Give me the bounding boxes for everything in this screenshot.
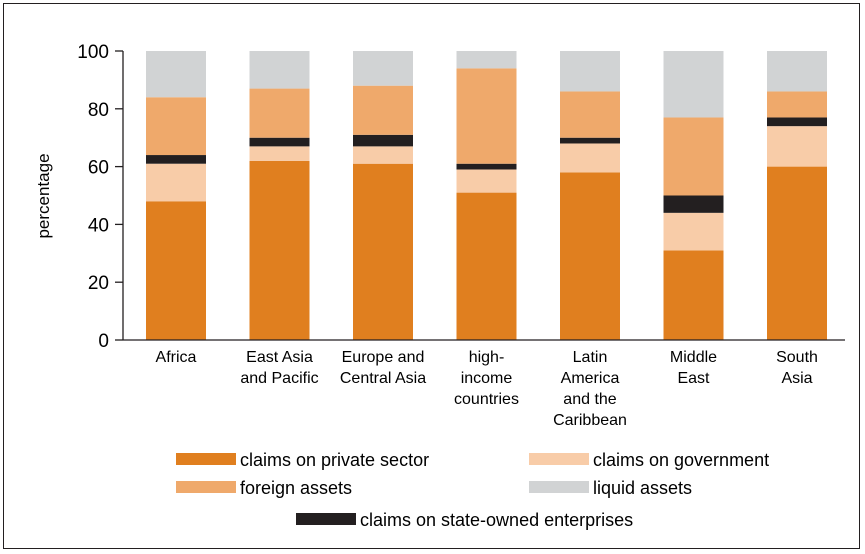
- axes: Africa East Asia and Pacific Europe and Cent…: [34, 42, 845, 429]
- bar-segment: [249, 137, 310, 147]
- chart-frame: [3, 3, 860, 549]
- bar-segment: [663, 195, 724, 213]
- x-tick-label: America: [561, 370, 620, 387]
- legend-swatch: [529, 481, 589, 493]
- bar-segment: [353, 163, 413, 340]
- x-tick-label: Europe and: [342, 349, 425, 366]
- y-tick-label: 0: [98, 331, 109, 352]
- x-tick-label: Caribbean: [553, 412, 627, 429]
- x-tick-label: and Pacific: [240, 370, 318, 387]
- bar-segment: [456, 68, 517, 164]
- x-tick-label: high-: [469, 349, 505, 366]
- x-tick-label: countries: [454, 391, 519, 408]
- bar-segment: [353, 146, 413, 164]
- legend: claims on private sector claims on govern…: [176, 450, 769, 530]
- bar-segment: [560, 172, 620, 340]
- bar-segment: [767, 117, 827, 127]
- bar-segment: [560, 137, 620, 144]
- legend-label: claims on private sector: [240, 450, 429, 470]
- legend-swatch: [176, 481, 236, 493]
- legend-label: claims on state-owned enterprises: [360, 510, 633, 530]
- legend-label: claims on government: [593, 450, 769, 470]
- bar-segment: [560, 143, 620, 173]
- bar-segment: [663, 51, 724, 118]
- bar-segment: [249, 146, 310, 161]
- bar-segment: [146, 155, 206, 164]
- bar-segment: [456, 192, 517, 340]
- bar-segment: [456, 163, 517, 170]
- bar-segment: [249, 51, 310, 89]
- bar-segment: [456, 51, 517, 69]
- legend-label: liquid assets: [593, 478, 692, 498]
- legend-swatch: [529, 453, 589, 465]
- bar-segment: [146, 51, 206, 98]
- bar-segment: [146, 163, 206, 202]
- x-tick-label: South: [776, 349, 818, 366]
- x-tick-label: Latin: [573, 349, 608, 366]
- bar-segment: [767, 91, 827, 118]
- x-tick-label: Asia: [781, 370, 812, 387]
- y-axis-title: percentage: [34, 153, 53, 238]
- bar-segment: [767, 166, 827, 340]
- legend-label: foreign assets: [240, 478, 352, 498]
- bar-segment: [146, 97, 206, 156]
- x-tick-label: Africa: [156, 349, 197, 366]
- x-tick-label: Middle: [670, 349, 717, 366]
- bar-segment: [767, 126, 827, 167]
- y-tick-label: 20: [88, 273, 109, 294]
- bar-segment: [456, 169, 517, 193]
- bar-segment: [663, 212, 724, 251]
- y-tick-label: 80: [88, 100, 109, 121]
- x-tick-label: East Asia: [246, 349, 313, 366]
- y-tick-label: 40: [88, 215, 109, 236]
- bar-segment: [560, 51, 620, 92]
- bar-segment: [663, 250, 724, 340]
- y-tick-label: 100: [77, 42, 109, 63]
- legend-swatch: [296, 513, 356, 525]
- bar-segment: [767, 51, 827, 92]
- bar-segment: [353, 51, 413, 86]
- y-tick-label: 60: [88, 158, 109, 179]
- bar-segment: [353, 134, 413, 147]
- x-tick-label: Central Asia: [340, 370, 426, 387]
- legend-swatch: [176, 453, 236, 465]
- x-tick-label: and the: [563, 391, 616, 408]
- bar-segment: [146, 201, 206, 340]
- bar-segment: [353, 85, 413, 135]
- bar-segment: [249, 160, 310, 340]
- bar-segment: [249, 88, 310, 138]
- bar-group: [146, 51, 827, 340]
- x-tick-label: income: [461, 370, 513, 387]
- bar-segment: [560, 91, 620, 138]
- x-tick-label: East: [677, 370, 710, 387]
- bar-segment: [663, 117, 724, 196]
